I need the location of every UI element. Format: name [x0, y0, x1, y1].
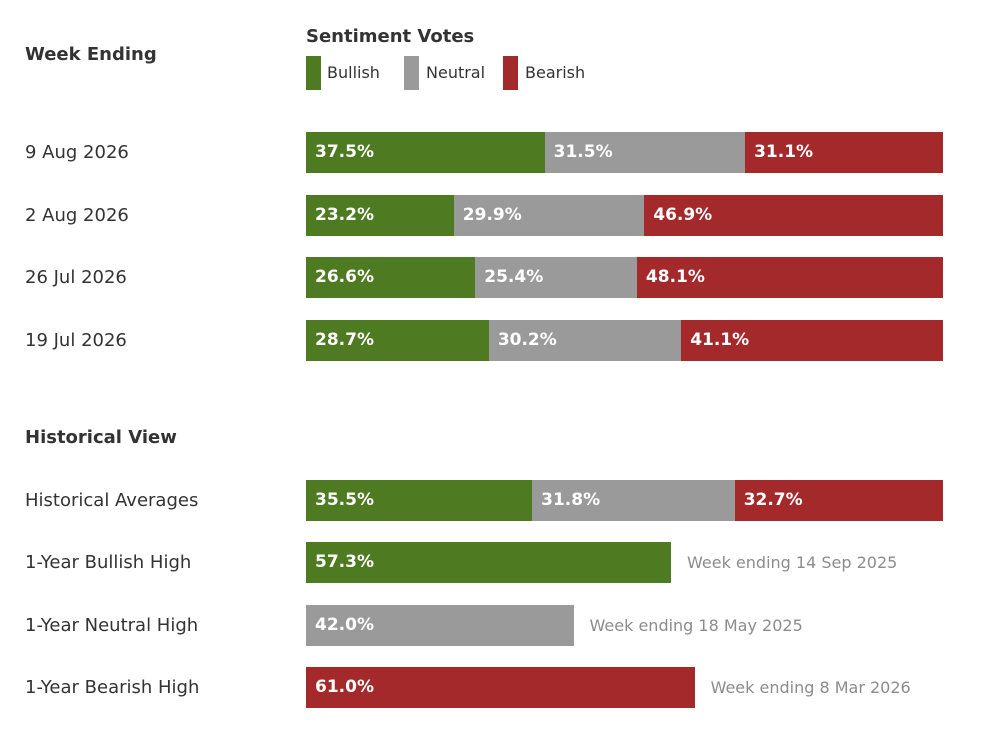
1-year-bearish-high-bar-label: 61.0%: [315, 677, 374, 697]
week-row-1-bullish-bar-label: 37.5%: [315, 142, 374, 162]
week-row-1-neutral-bar-label: 31.5%: [553, 142, 613, 162]
week-row-1-label: 9 Aug 2026: [25, 142, 129, 163]
1-year-bullish-high-bar: 57.3%: [306, 542, 671, 583]
week-row-4-bearish-bar-label: 41.1%: [690, 330, 750, 350]
week-row-4-bearish-bar: 41.1%: [681, 320, 943, 361]
week-row-2-bearish-bar: 46.9%: [644, 195, 943, 236]
legend-title: Sentiment Votes: [306, 26, 475, 47]
1-year-neutral-high-bar-label: 42.0%: [315, 615, 374, 635]
historical-view-heading: Historical View: [25, 427, 177, 448]
historical-averages-label: Historical Averages: [25, 490, 199, 511]
legend-swatch-bearish: [503, 56, 518, 90]
week-row-3-label: 26 Jul 2026: [25, 267, 127, 288]
week-row-3-bearish-bar: 48.1%: [636, 257, 943, 298]
week-row-4-neutral-bar: 30.2%: [488, 320, 682, 361]
historical-averages-neutral-bar: 31.8%: [532, 480, 735, 521]
historical-averages-bearish-bar: 32.7%: [734, 480, 943, 521]
1-year-bullish-high-label: 1-Year Bullish High: [25, 552, 192, 573]
week-row-3-bullish-bar-label: 26.6%: [315, 267, 374, 287]
week-row-4-label: 19 Jul 2026: [25, 330, 127, 351]
week-row-3-bearish-bar-label: 48.1%: [645, 267, 705, 287]
historical-averages-neutral-bar-label: 31.8%: [541, 490, 601, 510]
week-row-1-bullish-bar: 37.5%: [306, 132, 545, 173]
week-ending-heading: Week Ending: [25, 44, 157, 65]
1-year-neutral-high-note: Week ending 18 May 2025: [589, 616, 803, 635]
week-row-1-bearish-bar: 31.1%: [745, 132, 943, 173]
historical-averages-bearish-bar-label: 32.7%: [743, 490, 803, 510]
week-row-2-bullish-bar: 23.2%: [306, 195, 454, 236]
historical-averages-bullish-bar: 35.5%: [306, 480, 533, 521]
week-row-2-neutral-bar: 29.9%: [453, 195, 645, 236]
week-row-4-neutral-bar-label: 30.2%: [497, 330, 557, 350]
1-year-bearish-high-bar: 61.0%: [306, 667, 695, 708]
week-row-3-bullish-bar: 26.6%: [306, 257, 476, 298]
legend-label-bearish: Bearish: [525, 63, 586, 82]
week-row-4-bullish-bar-label: 28.7%: [315, 330, 374, 350]
week-row-3-neutral-bar: 25.4%: [475, 257, 637, 298]
legend-label-bullish: Bullish: [327, 63, 380, 82]
historical-averages-bullish-bar-label: 35.5%: [315, 490, 374, 510]
week-row-2-bearish-bar-label: 46.9%: [653, 205, 713, 225]
week-row-4-bullish-bar: 28.7%: [306, 320, 489, 361]
week-row-1-bearish-bar-label: 31.1%: [754, 142, 814, 162]
legend-swatch-neutral: [404, 56, 419, 90]
week-row-2-label: 2 Aug 2026: [25, 205, 129, 226]
legend-label-neutral: Neutral: [426, 63, 486, 82]
1-year-bearish-high-label: 1-Year Bearish High: [25, 677, 200, 698]
1-year-bearish-high-note: Week ending 8 Mar 2026: [710, 678, 911, 697]
1-year-bullish-high-bar-label: 57.3%: [315, 552, 374, 572]
week-row-1-neutral-bar: 31.5%: [544, 132, 746, 173]
week-row-3-neutral-bar-label: 25.4%: [484, 267, 544, 287]
1-year-neutral-high-bar: 42.0%: [306, 605, 574, 646]
1-year-neutral-high-label: 1-Year Neutral High: [25, 615, 199, 636]
week-row-2-neutral-bar-label: 29.9%: [462, 205, 522, 225]
1-year-bullish-high-note: Week ending 14 Sep 2025: [687, 553, 898, 572]
week-row-2-bullish-bar-label: 23.2%: [315, 205, 374, 225]
legend-swatch-bullish: [306, 56, 321, 90]
